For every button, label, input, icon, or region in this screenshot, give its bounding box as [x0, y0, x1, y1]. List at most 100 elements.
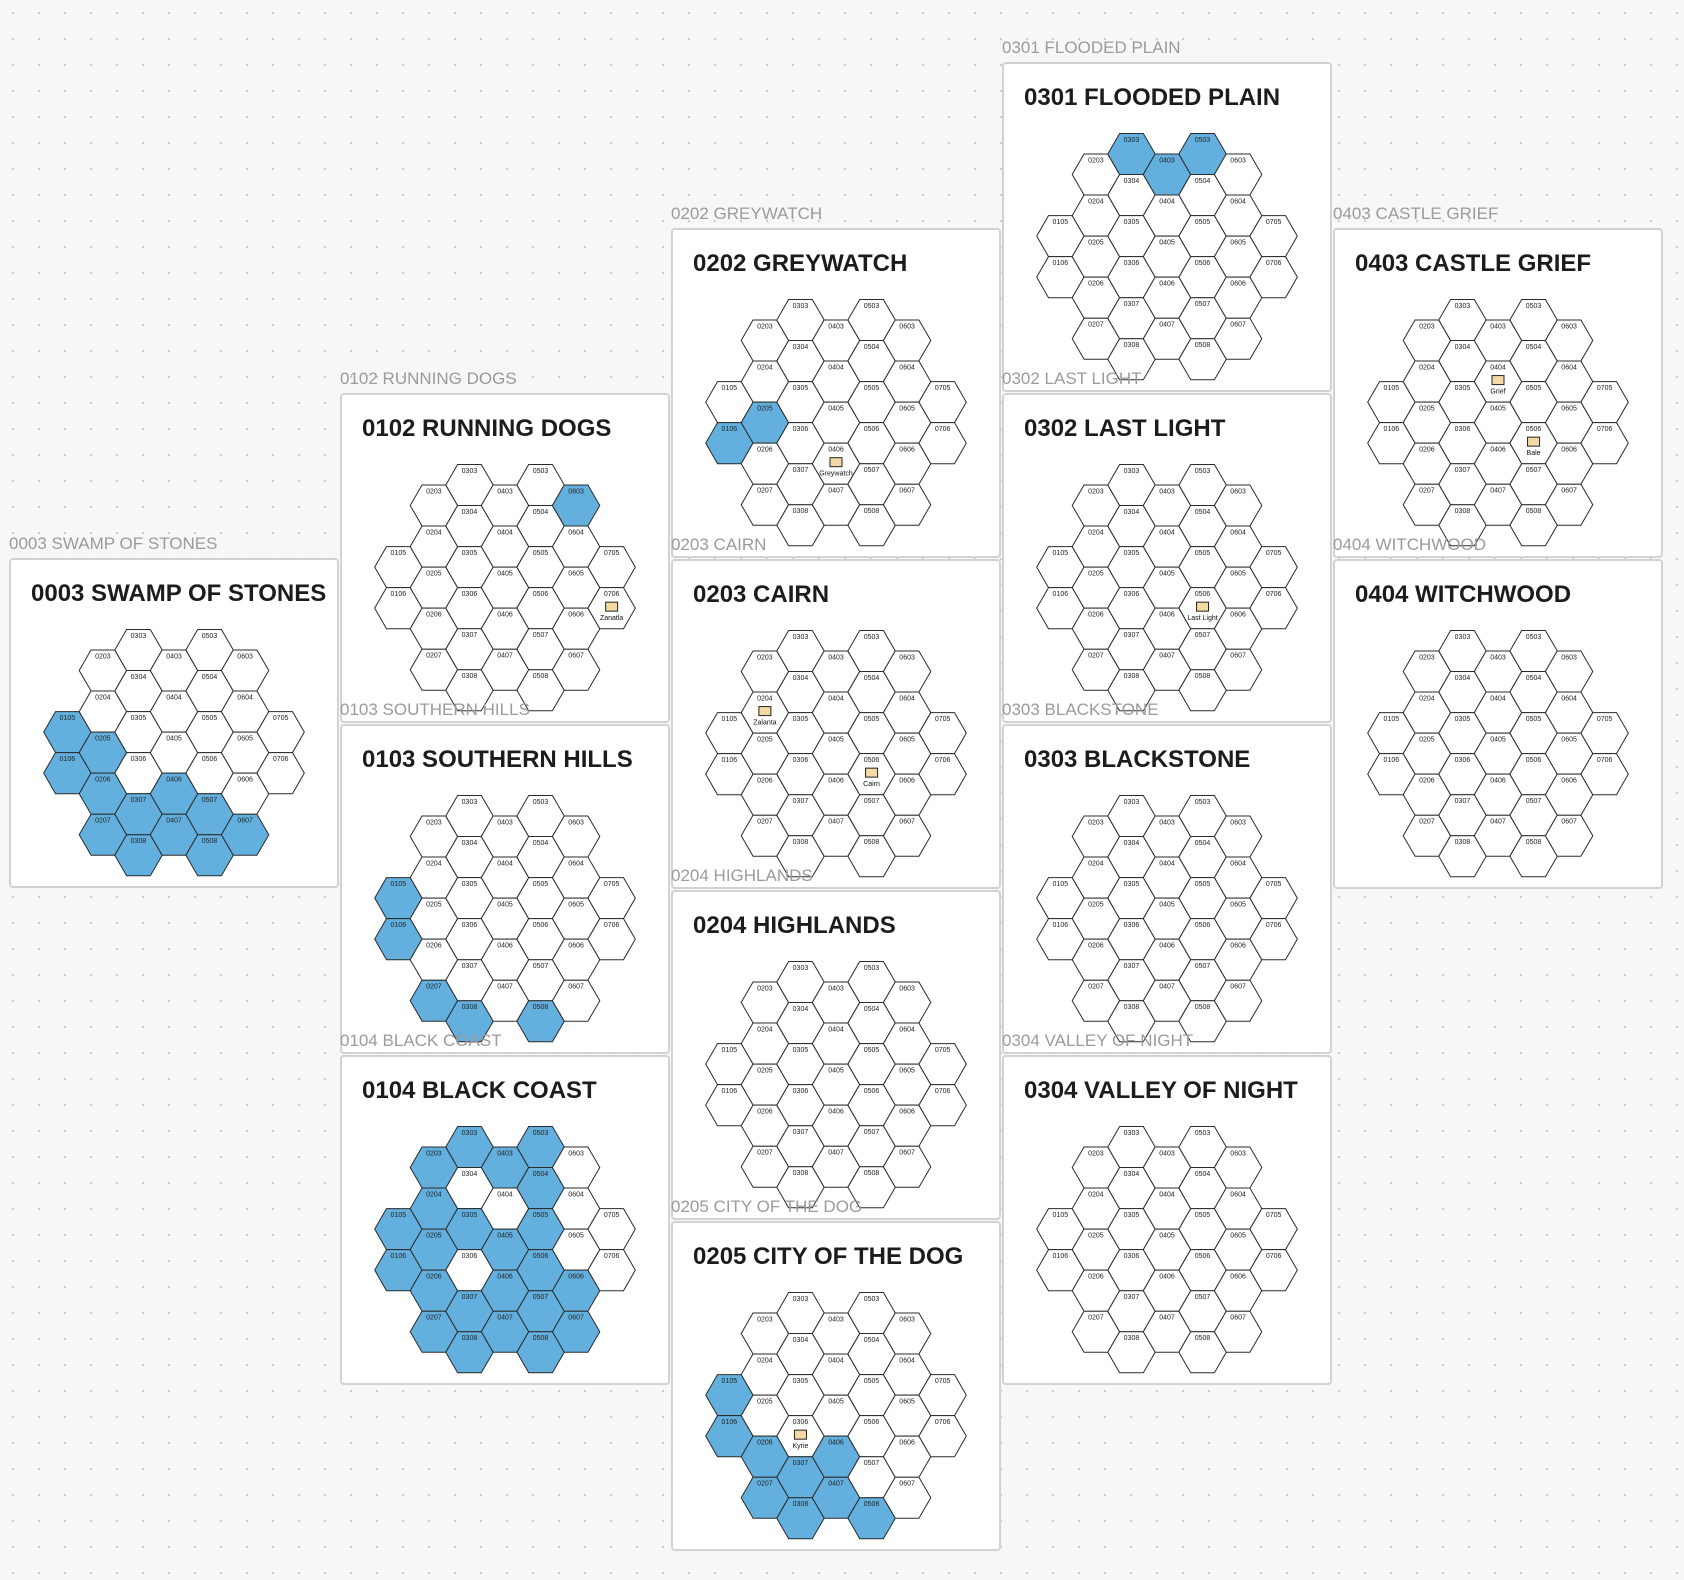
hex-label: 0305: [1455, 385, 1471, 392]
hex-label: 0206: [1088, 1274, 1104, 1281]
hex-label: 0405: [1159, 1233, 1175, 1240]
hex-label: 0606: [1230, 281, 1246, 288]
hex-label: 0303: [1124, 1130, 1140, 1137]
hex-label: 0307: [1124, 963, 1140, 970]
hex-label: 0204: [757, 696, 773, 703]
frame-label: 0102 RUNNING DOGS: [340, 369, 517, 388]
hex-label: 0407: [1490, 488, 1506, 495]
hex: [1213, 979, 1263, 1022]
hex-label: 0407: [828, 488, 844, 495]
hex-label: 0406: [1159, 1274, 1175, 1281]
hex-label: 0603: [568, 489, 584, 496]
hex-label: 0205: [426, 571, 442, 578]
hex-label: 0106: [1053, 260, 1069, 267]
hex-label: 0505: [864, 385, 880, 392]
hex-label: 0204: [1419, 696, 1435, 703]
hex-label: 0307: [1124, 632, 1140, 639]
hex-label: 0506: [1195, 1253, 1211, 1260]
settlement-icon: [1196, 601, 1210, 612]
hex-label: 0504: [1195, 840, 1211, 847]
hex-label: 0207: [757, 819, 773, 826]
hex-label: 0306: [793, 1088, 809, 1095]
hex-map: 0105 0106 0203 0204 0205 0206 0207 0303 0304 0305…: [705, 299, 967, 547]
board-card: 0204 HIGHLANDS 0105 0106 0203 0204 0205 0206 02…: [671, 890, 1001, 1220]
hex-label: 0206: [757, 1109, 773, 1116]
hex-label: 0406: [828, 1109, 844, 1116]
hex-label: 0705: [604, 1212, 620, 1219]
hex-label: 0106: [391, 591, 407, 598]
hex-label: 0304: [1455, 344, 1471, 351]
hex: [587, 918, 636, 961]
hex-label: 0106: [1053, 1253, 1069, 1260]
hex-label: 0605: [568, 571, 584, 578]
hex-label: 0504: [533, 840, 549, 847]
hex-label: 0605: [899, 737, 915, 744]
frame-label: 0304 VALLEY OF NIGHT: [1002, 1031, 1194, 1050]
hex-label: 0604: [568, 861, 584, 868]
hex-label: 0605: [568, 1233, 584, 1240]
hex-label: 0203: [1088, 1151, 1104, 1158]
hex-label: 0405: [497, 571, 513, 578]
hex-label: 0504: [1195, 1171, 1211, 1178]
hex-map: 0105 0106 0203 0204 0205 0206 0207 0303 0304 0305…: [374, 464, 636, 712]
hex-label: 0207: [426, 653, 442, 660]
hex-label: 0205: [426, 1233, 442, 1240]
hex-label: 0604: [1561, 365, 1577, 372]
hex-label: 0506: [533, 1253, 549, 1260]
hex-label: 0706: [935, 426, 951, 433]
hex-label: 0207: [757, 488, 773, 495]
hex-label: 0403: [1159, 158, 1175, 165]
hex: [1249, 918, 1298, 961]
hex-label: 0508: [533, 1004, 549, 1011]
frame-label: 0403 CASTLE GRIEF: [1333, 204, 1499, 223]
hex-label: 0507: [1195, 963, 1211, 970]
hex-label: 0307: [462, 963, 478, 970]
hex-label: 0203: [757, 655, 773, 662]
hex-label: 0507: [1195, 632, 1211, 639]
hex-label: 0407: [1159, 322, 1175, 329]
hex-label: 0305: [1455, 716, 1471, 723]
hex-label: 0606: [1230, 943, 1246, 950]
hex-label: 0407: [166, 818, 182, 825]
hex-label: 0307: [462, 632, 478, 639]
hex-label: 0305: [131, 715, 147, 722]
hex-label: 0603: [1230, 489, 1246, 496]
hex-label: 0206: [757, 1440, 773, 1447]
hex-label: 0605: [899, 1068, 915, 1075]
hex-label: 0306: [793, 757, 809, 764]
hex-label: 0308: [1124, 342, 1140, 349]
hex-label: 0607: [568, 1315, 584, 1322]
hex-label: 0506: [202, 756, 218, 763]
hex-label: 0607: [1561, 819, 1577, 826]
hex-label: 0508: [1195, 673, 1211, 680]
hex-label: 0106: [722, 1088, 738, 1095]
hex-label: 0603: [899, 1317, 915, 1324]
hex-map: 0105 0106 0203 0204 0205 0206 0207 0303 0304 0305…: [1367, 299, 1629, 547]
hex-label: 0106: [722, 1419, 738, 1426]
hex-label: 0606: [568, 1274, 584, 1281]
hex-label: 0106: [722, 757, 738, 764]
hex-label: 0205: [95, 736, 111, 743]
hex-label: 0405: [1159, 571, 1175, 578]
hex-label: 0506: [864, 757, 880, 764]
hex-label: 0506: [864, 426, 880, 433]
hex-label: 0306: [131, 756, 147, 763]
hex-label: 0203: [757, 1317, 773, 1324]
hex-label: 0406: [497, 943, 513, 950]
hex-label: 0205: [1088, 1233, 1104, 1240]
hex-label: 0206: [426, 943, 442, 950]
hex-label: 0203: [426, 820, 442, 827]
hex-label: 0406: [1159, 281, 1175, 288]
hex-label: 0105: [1053, 219, 1069, 226]
hex-label: 0206: [95, 777, 111, 784]
hex-label: 0705: [1266, 1212, 1282, 1219]
hex-label: 0203: [426, 1151, 442, 1158]
hex-label: 0308: [793, 839, 809, 846]
hex-label: 0603: [1230, 158, 1246, 165]
hex-label: 0305: [1124, 550, 1140, 557]
hex-label: 0308: [793, 1501, 809, 1508]
hex-label: 0406: [828, 778, 844, 785]
hex-label: 0404: [497, 861, 513, 868]
hex-label: 0204: [1088, 861, 1104, 868]
hex-label: 0407: [1159, 653, 1175, 660]
